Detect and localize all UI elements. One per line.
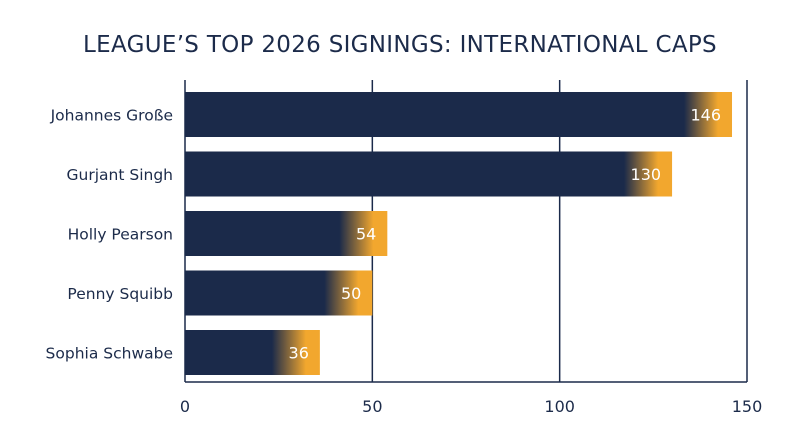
bar-3 <box>185 270 373 316</box>
chart-title: LEAGUE’S TOP 2026 SIGNINGS: INTERNATIONA… <box>83 32 717 58</box>
bar-4 <box>185 330 320 375</box>
x-tick-label-150: 150 <box>732 397 763 416</box>
category-label-2: Holly Pearson <box>68 226 173 244</box>
category-label-3: Penny Squibb <box>67 285 173 303</box>
value-label-1: 130 <box>631 165 662 184</box>
labels: 146 Johannes Große 130 Gurjant Singh 54 Holly… <box>46 106 763 417</box>
value-label-2: 54 <box>356 225 376 244</box>
x-tick-label-50: 50 <box>362 397 382 416</box>
x-tick-label-100: 100 <box>544 397 575 416</box>
bars <box>185 92 733 375</box>
bar-1 <box>185 151 673 197</box>
x-tick-label-0: 0 <box>180 397 190 416</box>
bar-0 <box>185 92 733 137</box>
value-label-4: 36 <box>289 344 309 363</box>
bar-2 <box>185 211 388 256</box>
category-label-1: Gurjant Singh <box>67 166 173 184</box>
value-label-0: 146 <box>690 106 721 125</box>
value-label-3: 50 <box>341 284 361 303</box>
category-label-0: Johannes Große <box>50 107 173 125</box>
category-label-4: Sophia Schwabe <box>46 345 173 363</box>
axes <box>184 80 747 383</box>
